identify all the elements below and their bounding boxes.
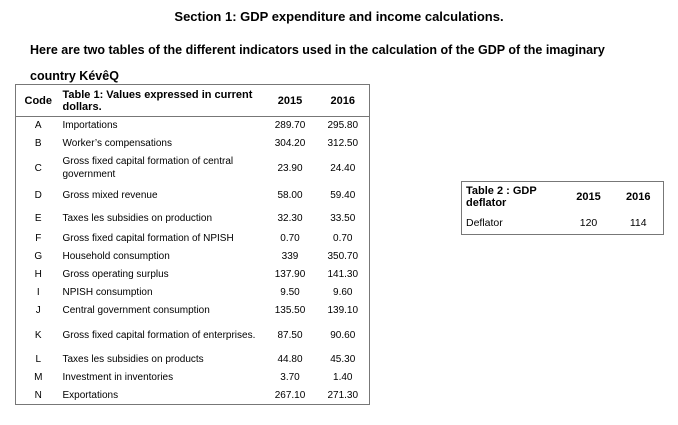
row-code: C <box>34 162 42 174</box>
row-code: D <box>34 189 42 201</box>
row-value-2015: 304.20 <box>274 138 306 149</box>
row-value-2016: 139.10 <box>327 305 359 316</box>
table-2-deflator: Table 2 : GDP deflator 2015 2016 Deflato… <box>461 181 664 235</box>
table-row: A Importations 289.70 295.80 <box>16 117 370 135</box>
row-code: I <box>36 287 40 298</box>
row-value-2015: 135.50 <box>274 305 306 316</box>
row-indicator: Gross mixed revenue <box>62 189 158 201</box>
intro-paragraph: Here are two tables of the different ind… <box>30 43 605 83</box>
header-code: Code <box>24 94 53 107</box>
table-row: Deflator 120 114 <box>462 212 664 235</box>
section-heading: Section 1: GDP expenditure and income ca… <box>174 9 504 24</box>
row-value-2015: 267.10 <box>274 389 306 401</box>
row-code: N <box>34 389 42 401</box>
table-row: F Gross fixed capital formation of NPISH 0… <box>16 230 370 248</box>
row-value-2015: 32.30 <box>277 212 303 224</box>
row-indicator: Gross fixed capital formation of enterpr… <box>62 329 256 341</box>
row-indicator: Household consumption <box>62 251 170 262</box>
row-value-2016: 0.70 <box>333 233 353 244</box>
table-row: M Investment in inventories 3.70 1.40 <box>16 369 370 387</box>
row-value-2015: 289.70 <box>274 120 306 132</box>
row-indicator: Importations <box>62 120 118 132</box>
row-value-2016: 45.30 <box>330 354 356 365</box>
table-row: H Gross operating surplus 137.90 141.30 <box>16 266 370 284</box>
row-value-2015: 0.70 <box>280 233 300 244</box>
row-value-2016: 295.80 <box>327 120 359 132</box>
row-value-2015: 23.90 <box>277 162 303 174</box>
table-row: I NPISH consumption 9.50 9.60 <box>16 284 370 302</box>
table-row: D Gross mixed revenue 58.00 59.40 <box>16 184 370 207</box>
table-row: K Gross fixed capital formation of enterp… <box>16 320 370 351</box>
header-title: Table 2 : GDP deflator <box>466 184 537 209</box>
row-code: M <box>34 372 43 383</box>
row-indicator: Investment in inventories <box>62 372 174 383</box>
row-indicator: Gross fixed capital formation of central… <box>62 156 234 180</box>
header-2016: 2016 <box>626 190 651 203</box>
row-indicator: Worker’s compensations <box>62 138 173 149</box>
row-code: K <box>34 329 42 341</box>
table-2-header-row: Table 2 : GDP deflator 2015 2016 <box>462 182 664 212</box>
row-indicator: Gross operating surplus <box>62 269 169 280</box>
row-indicator: Exportations <box>62 389 119 401</box>
header-title: Table 1: Values expressed in current dol… <box>62 88 253 113</box>
header-2015: 2015 <box>277 94 303 107</box>
table-row: J Central government consumption 135.50 139… <box>16 302 370 320</box>
row-value-2016: 59.40 <box>330 189 356 201</box>
row-value-2016: 271.30 <box>327 389 359 401</box>
row-indicator: Taxes les subsidies on production <box>62 212 213 224</box>
row-value-2016: 312.50 <box>327 138 359 149</box>
row-code: G <box>34 251 43 262</box>
row-value-2015: 137.90 <box>274 269 306 280</box>
row-value-2016: 9.60 <box>333 287 353 298</box>
row-indicator: NPISH consumption <box>62 287 153 298</box>
table-1-values: Code Table 1: Values expressed in curren… <box>15 84 370 405</box>
row-indicator: Taxes les subsidies on products <box>62 354 204 365</box>
row-value-2015: 87.50 <box>277 329 303 341</box>
table-row: G Household consumption 339 350.70 <box>16 248 370 266</box>
table-row: N Exportations 267.10 271.30 <box>16 387 370 405</box>
row-code: J <box>35 305 41 316</box>
row-indicator: Central government consumption <box>62 305 210 316</box>
deflator-label: Deflator <box>466 216 503 229</box>
row-code: B <box>34 138 42 149</box>
deflator-2015: 120 <box>579 216 598 229</box>
row-indicator: Gross fixed capital formation of NPISH <box>62 233 234 244</box>
table-1-header-row: Code Table 1: Values expressed in curren… <box>15 85 370 117</box>
row-code: L <box>35 354 42 365</box>
table-row: E Taxes les subsidies on production 32.30 3… <box>16 207 370 230</box>
row-code: A <box>34 120 42 132</box>
deflator-2016: 114 <box>629 216 647 229</box>
row-value-2016: 1.40 <box>333 372 353 383</box>
header-2016: 2016 <box>330 94 355 107</box>
table-row: L Taxes les subsidies on products 44.80 45.… <box>16 351 370 369</box>
row-value-2016: 350.70 <box>327 251 359 262</box>
row-value-2015: 339 <box>281 251 299 262</box>
table-row: B Worker’s compensations 304.20 312.50 <box>16 135 370 153</box>
row-value-2016: 141.30 <box>327 269 359 280</box>
row-code: H <box>34 269 42 280</box>
row-value-2015: 58.00 <box>277 189 303 201</box>
row-value-2015: 44.80 <box>277 354 303 365</box>
row-value-2015: 9.50 <box>280 287 300 298</box>
row-value-2015: 3.70 <box>280 372 300 383</box>
row-code: E <box>34 212 42 224</box>
row-value-2016: 90.60 <box>330 329 356 341</box>
table-row: C Gross fixed capital formation of centra… <box>16 153 370 184</box>
row-value-2016: 24.40 <box>330 162 356 174</box>
header-2015: 2015 <box>576 190 601 203</box>
row-code: F <box>35 233 42 244</box>
row-value-2016: 33.50 <box>330 212 356 224</box>
